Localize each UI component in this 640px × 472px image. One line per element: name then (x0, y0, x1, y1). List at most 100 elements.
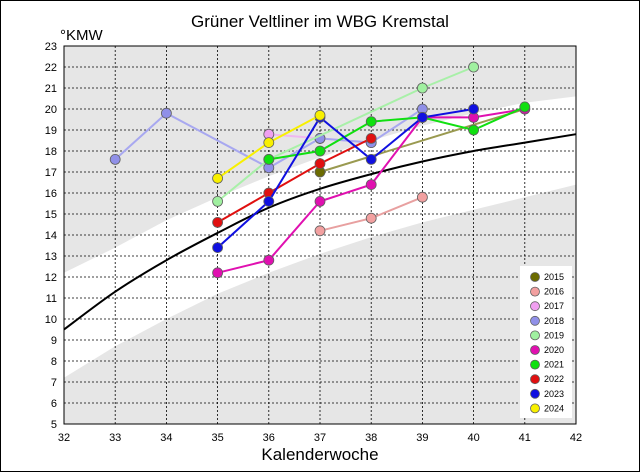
reference-curve-line (63, 133, 577, 331)
series-2024 (212, 109, 326, 184)
y-tick-label: 15 (45, 209, 57, 221)
data-point-2022 (212, 216, 224, 228)
data-point-2021 (314, 145, 326, 157)
y-tick-label: 21 (45, 83, 57, 95)
data-point-2024 (263, 137, 275, 149)
data-point-2022 (314, 158, 326, 170)
legend-label-2015: 2015 (544, 272, 564, 282)
series-line-2015 (319, 108, 526, 173)
y-tick-label: 18 (45, 146, 57, 158)
data-point-2016 (365, 212, 377, 224)
series-2016 (314, 191, 428, 237)
x-axis-label: Kalenderwoche (261, 445, 378, 464)
legend-marker-2021 (530, 359, 540, 370)
data-point-2021 (365, 116, 377, 127)
y-tick-label: 7 (51, 377, 57, 389)
series-line-2019 (216, 66, 474, 203)
x-tick-label: 40 (467, 432, 479, 444)
legend-label-2024: 2024 (544, 403, 564, 413)
legend-label-2016: 2016 (544, 287, 564, 297)
series-2020 (212, 103, 531, 279)
x-tick-label: 37 (314, 432, 326, 444)
x-tick-label: 33 (109, 432, 121, 444)
y-tick-label: 19 (45, 125, 57, 137)
x-tick-label: 34 (160, 432, 172, 444)
y-tick-label: 5 (51, 419, 57, 431)
series-layer (109, 61, 531, 279)
x-tick-label: 39 (416, 432, 428, 444)
x-tick-label: 38 (365, 432, 377, 444)
legend-label-2020: 2020 (544, 345, 564, 355)
data-point-2020 (365, 179, 377, 191)
reference-curve (63, 133, 577, 331)
data-point-2020 (263, 254, 275, 266)
data-point-2023 (212, 242, 224, 254)
y-tick-label: 11 (46, 293, 57, 305)
y-tick-label: 16 (45, 188, 57, 200)
x-tick-label: 41 (519, 432, 531, 444)
legend-marker-2018 (530, 315, 540, 326)
series-line-2023 (216, 108, 474, 249)
y-tick-label: 22 (45, 62, 57, 74)
data-point-2023 (263, 195, 275, 207)
data-point-2023 (365, 153, 377, 165)
legend-marker-2019 (530, 330, 540, 341)
legend-marker-2016 (530, 286, 540, 297)
data-point-2020 (212, 267, 224, 279)
chart-title: Grüner Veltliner im WBG Kremstal (191, 12, 449, 31)
y-tick-label: 12 (45, 272, 57, 284)
legend-label-2019: 2019 (544, 330, 564, 340)
data-point-2024 (212, 172, 224, 184)
legend-marker-2017 (530, 301, 540, 312)
background-bands (64, 46, 576, 424)
legend-marker-2023 (530, 388, 540, 399)
legend-label-2022: 2022 (544, 374, 564, 384)
legend-label-2017: 2017 (544, 301, 564, 311)
data-point-2022 (365, 132, 377, 144)
y-tick-label: 23 (45, 41, 57, 53)
data-point-2016 (314, 225, 326, 237)
data-point-2021 (468, 124, 480, 136)
upper-band (64, 46, 576, 273)
legend-marker-2024 (530, 403, 540, 414)
legend-marker-2022 (530, 374, 540, 385)
data-point-2018 (160, 107, 172, 119)
x-tick-label: 36 (263, 432, 275, 444)
y-tick-label: 14 (45, 230, 57, 242)
data-point-2018 (109, 153, 121, 165)
data-point-2021 (519, 101, 531, 113)
data-point-2023 (416, 112, 428, 123)
series-line-2021 (268, 105, 526, 161)
data-point-2019 (416, 82, 428, 94)
legend-box (520, 266, 572, 418)
grid (64, 46, 576, 424)
x-tick-label: 35 (211, 432, 223, 444)
legend-label-2021: 2021 (544, 360, 564, 370)
legend: 2015 2016 2017 2018 2019 2020 2021 2022 2023 2024 (530, 272, 564, 414)
y-axis-unit: °KMW (60, 27, 103, 44)
y-tick-label: 9 (51, 335, 57, 347)
data-point-2019 (212, 195, 224, 207)
series-2021 (263, 101, 531, 165)
y-tick-label: 10 (45, 314, 57, 326)
x-tick-label: 32 (58, 432, 70, 444)
data-point-2016 (416, 191, 428, 203)
data-point-2024 (314, 109, 326, 121)
data-point-2023 (468, 103, 480, 115)
data-point-2020 (314, 195, 326, 207)
legend-marker-2020 (530, 345, 540, 355)
data-point-2019 (468, 61, 480, 73)
x-tick-labels: 32 33 34 35 36 37 38 39 40 41 42 (58, 432, 582, 444)
legend-marker-2015 (530, 272, 540, 282)
data-point-2021 (263, 153, 275, 165)
y-tick-label: 20 (45, 104, 57, 116)
x-tick-label: 42 (570, 432, 582, 444)
y-tick-label: 8 (51, 356, 57, 368)
plot-area-border (63, 45, 577, 425)
y-tick-label: 6 (51, 398, 57, 410)
legend-label-2023: 2023 (544, 389, 564, 399)
series-line-2022 (217, 137, 372, 224)
y-tick-labels: 5 6 7 8 9 10 11 12 13 14 15 16 17 18 19 20 21 22 23 (45, 41, 57, 431)
y-tick-label: 13 (45, 251, 57, 263)
